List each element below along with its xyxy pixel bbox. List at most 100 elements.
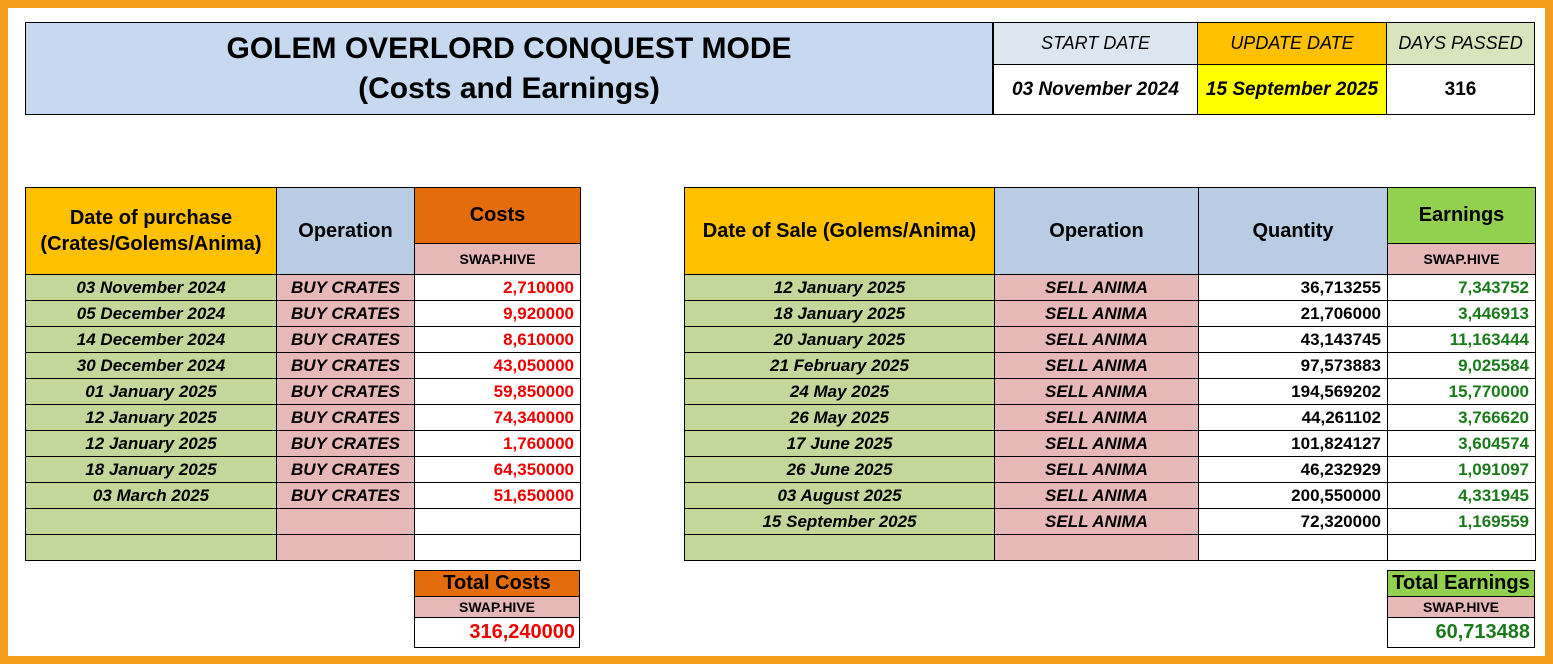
- quantity-cell[interactable]: 36,713255: [1198, 274, 1388, 301]
- table-row: 12 January 2025 BUY CRATES 74,340000: [25, 404, 581, 431]
- operation-cell[interactable]: SELL ANIMA: [994, 352, 1199, 379]
- update-date-value[interactable]: 15 September 2025: [1197, 64, 1387, 115]
- operation-cell[interactable]: SELL ANIMA: [994, 300, 1199, 327]
- operation-cell[interactable]: BUY CRATES: [276, 352, 415, 379]
- earning-cell[interactable]: 11,163444: [1387, 326, 1536, 353]
- purchase-date-cell[interactable]: 03 November 2024: [25, 274, 277, 301]
- table-row: 30 December 2024 BUY CRATES 43,050000: [25, 352, 581, 379]
- sheet-title: GOLEM OVERLORD CONQUEST MODE (Costs and …: [25, 22, 993, 115]
- quantity-cell[interactable]: 72,320000: [1198, 508, 1388, 535]
- earning-cell[interactable]: 3,604574: [1387, 430, 1536, 457]
- sale-date-cell[interactable]: 18 January 2025: [684, 300, 995, 327]
- quantity-cell[interactable]: 101,824127: [1198, 430, 1388, 457]
- operation-cell[interactable]: SELL ANIMA: [994, 456, 1199, 483]
- days-passed-value[interactable]: 316: [1386, 64, 1535, 115]
- cost-cell[interactable]: 2,710000: [414, 274, 581, 301]
- quantity-cell[interactable]: 200,550000: [1198, 482, 1388, 509]
- operation-cell[interactable]: BUY CRATES: [276, 300, 415, 327]
- cost-cell[interactable]: 59,850000: [414, 378, 581, 405]
- cost-cell[interactable]: 43,050000: [414, 352, 581, 379]
- sale-date-header: Date of Sale (Golems/Anima): [684, 187, 995, 275]
- operation-cell[interactable]: BUY CRATES: [276, 482, 415, 509]
- quantity-header: Quantity: [1198, 187, 1388, 275]
- sale-date-cell[interactable]: 20 January 2025: [684, 326, 995, 353]
- table-row: 24 May 2025 SELL ANIMA 194,569202 15,770000: [684, 378, 1536, 405]
- earnings-header: Earnings: [1387, 186, 1536, 245]
- sale-date-cell[interactable]: 24 May 2025: [684, 378, 995, 405]
- total-costs-unit: SWAP.HIVE: [414, 596, 580, 618]
- earning-cell[interactable]: 4,331945: [1387, 482, 1536, 509]
- operation-cell[interactable]: SELL ANIMA: [994, 430, 1199, 457]
- operation-cell[interactable]: SELL ANIMA: [994, 508, 1199, 535]
- operation-cell[interactable]: [276, 508, 415, 535]
- purchase-date-cell[interactable]: 12 January 2025: [25, 404, 277, 431]
- costs-operation-header: Operation: [276, 187, 415, 275]
- earning-cell[interactable]: 3,446913: [1387, 300, 1536, 327]
- table-row: 03 November 2024 BUY CRATES 2,710000: [25, 274, 581, 301]
- sale-date-cell[interactable]: 12 January 2025: [684, 274, 995, 301]
- cost-cell[interactable]: [414, 534, 581, 561]
- earning-cell[interactable]: 1,091097: [1387, 456, 1536, 483]
- purchase-date-cell[interactable]: [25, 534, 277, 561]
- table-row: 05 December 2024 BUY CRATES 9,920000: [25, 300, 581, 327]
- table-row: [25, 508, 581, 535]
- purchase-date-cell[interactable]: 03 March 2025: [25, 482, 277, 509]
- quantity-cell[interactable]: [1198, 534, 1388, 561]
- total-costs-label: Total Costs: [414, 570, 580, 597]
- earning-cell[interactable]: 7,343752: [1387, 274, 1536, 301]
- purchase-date-cell[interactable]: 14 December 2024: [25, 326, 277, 353]
- operation-cell[interactable]: BUY CRATES: [276, 404, 415, 431]
- table-row: 18 January 2025 BUY CRATES 64,350000: [25, 456, 581, 483]
- quantity-cell[interactable]: 46,232929: [1198, 456, 1388, 483]
- operation-cell[interactable]: SELL ANIMA: [994, 274, 1199, 301]
- earnings-operation-header: Operation: [994, 187, 1199, 275]
- total-earnings-value[interactable]: 60,713488: [1387, 617, 1535, 648]
- sale-date-cell[interactable]: 21 February 2025: [684, 352, 995, 379]
- sale-date-cell[interactable]: 26 May 2025: [684, 404, 995, 431]
- purchase-date-cell[interactable]: 12 January 2025: [25, 430, 277, 457]
- operation-cell[interactable]: BUY CRATES: [276, 326, 415, 353]
- cost-cell[interactable]: [414, 508, 581, 535]
- operation-cell[interactable]: BUY CRATES: [276, 274, 415, 301]
- cost-cell[interactable]: 8,610000: [414, 326, 581, 353]
- quantity-cell[interactable]: 43,143745: [1198, 326, 1388, 353]
- operation-cell[interactable]: BUY CRATES: [276, 430, 415, 457]
- quantity-cell[interactable]: 21,706000: [1198, 300, 1388, 327]
- cost-cell[interactable]: 51,650000: [414, 482, 581, 509]
- sale-date-cell[interactable]: [684, 534, 995, 561]
- sale-date-cell[interactable]: 03 August 2025: [684, 482, 995, 509]
- quantity-cell[interactable]: 97,573883: [1198, 352, 1388, 379]
- operation-cell[interactable]: SELL ANIMA: [994, 404, 1199, 431]
- cost-cell[interactable]: 9,920000: [414, 300, 581, 327]
- sale-date-cell[interactable]: 15 September 2025: [684, 508, 995, 535]
- earning-cell[interactable]: [1387, 534, 1536, 561]
- sale-date-cell[interactable]: 26 June 2025: [684, 456, 995, 483]
- quantity-cell[interactable]: 194,569202: [1198, 378, 1388, 405]
- table-row: 15 September 2025 SELL ANIMA 72,320000 1,16…: [684, 508, 1536, 535]
- purchase-date-cell[interactable]: 05 December 2024: [25, 300, 277, 327]
- cost-cell[interactable]: 74,340000: [414, 404, 581, 431]
- cost-cell[interactable]: 64,350000: [414, 456, 581, 483]
- earning-cell[interactable]: 15,770000: [1387, 378, 1536, 405]
- operation-cell[interactable]: SELL ANIMA: [994, 482, 1199, 509]
- purchase-date-cell[interactable]: [25, 508, 277, 535]
- total-costs-value[interactable]: 316,240000: [414, 617, 580, 648]
- earning-cell[interactable]: 9,025584: [1387, 352, 1536, 379]
- purchase-date-cell[interactable]: 30 December 2024: [25, 352, 277, 379]
- operation-cell[interactable]: SELL ANIMA: [994, 378, 1199, 405]
- start-date-value[interactable]: 03 November 2024: [993, 64, 1198, 115]
- operation-cell[interactable]: BUY CRATES: [276, 378, 415, 405]
- operation-cell[interactable]: [994, 534, 1199, 561]
- cost-cell[interactable]: 1,760000: [414, 430, 581, 457]
- update-date-label: UPDATE DATE: [1197, 22, 1387, 65]
- quantity-cell[interactable]: 44,261102: [1198, 404, 1388, 431]
- costs-header: Costs: [414, 186, 581, 245]
- purchase-date-cell[interactable]: 01 January 2025: [25, 378, 277, 405]
- operation-cell[interactable]: [276, 534, 415, 561]
- earning-cell[interactable]: 1,169559: [1387, 508, 1536, 535]
- operation-cell[interactable]: SELL ANIMA: [994, 326, 1199, 353]
- purchase-date-cell[interactable]: 18 January 2025: [25, 456, 277, 483]
- sale-date-cell[interactable]: 17 June 2025: [684, 430, 995, 457]
- earning-cell[interactable]: 3,766620: [1387, 404, 1536, 431]
- operation-cell[interactable]: BUY CRATES: [276, 456, 415, 483]
